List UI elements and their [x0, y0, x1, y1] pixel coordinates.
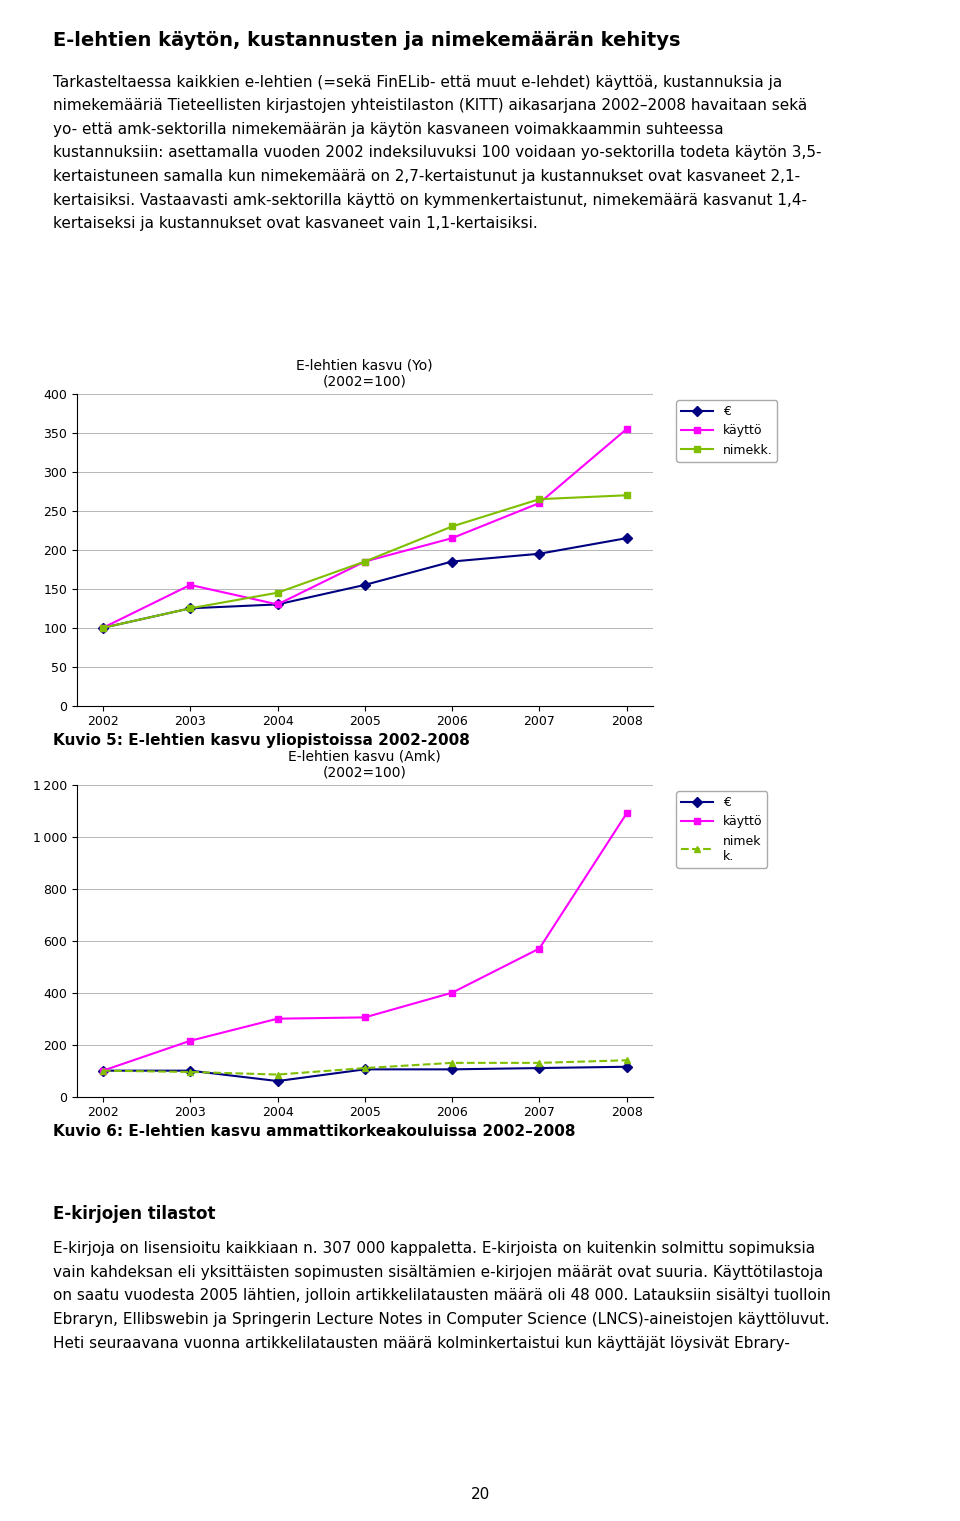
€ [272, 595, 283, 613]
Legend: €, käyttö, nimek
k.: €, käyttö, nimek k. [677, 791, 767, 867]
käyttö [621, 420, 633, 438]
Text: Kuvio 6: E-lehtien kasvu ammattikorkeakouluissa 2002–2008: Kuvio 6: E-lehtien kasvu ammattikorkeako… [53, 1124, 575, 1139]
€ [184, 599, 196, 618]
€ [359, 1060, 371, 1078]
nimekk. [446, 517, 458, 535]
nimek
k. [359, 1059, 371, 1077]
Text: E-kirjoja on lisensioitu kaikkiaan n. 307 000 kappaletta. E-kirjoista on kuitenk: E-kirjoja on lisensioitu kaikkiaan n. 30… [53, 1241, 830, 1351]
nimekk. [97, 619, 108, 637]
Line: käyttö: käyttö [100, 811, 630, 1074]
nimek
k. [446, 1054, 458, 1072]
käyttö [534, 494, 545, 513]
nimek
k. [272, 1065, 283, 1083]
€ [534, 1059, 545, 1077]
Line: nimek
k.: nimek k. [100, 1057, 630, 1078]
€ [272, 1072, 283, 1091]
€ [446, 1060, 458, 1078]
Title: E-lehtien kasvu (Amk)
(2002=100): E-lehtien kasvu (Amk) (2002=100) [288, 750, 442, 779]
Line: käyttö: käyttö [100, 426, 630, 631]
nimekk. [184, 599, 196, 618]
Text: E-lehtien käytön, kustannusten ja nimekemäärän kehitys: E-lehtien käytön, kustannusten ja nimeke… [53, 30, 681, 50]
Text: Tarkasteltaessa kaikkien e-lehtien (=sekä FinELib- että muut e-lehdet) käyttöä, : Tarkasteltaessa kaikkien e-lehtien (=sek… [53, 75, 822, 231]
käyttö [359, 1008, 371, 1027]
käyttö [359, 552, 371, 570]
nimek
k. [97, 1062, 108, 1080]
käyttö [184, 1031, 196, 1049]
Text: E-kirjojen tilastot: E-kirjojen tilastot [53, 1205, 215, 1223]
€ [184, 1062, 196, 1080]
€ [621, 1057, 633, 1075]
nimek
k. [621, 1051, 633, 1069]
Line: €: € [100, 535, 630, 631]
nimek
k. [184, 1063, 196, 1081]
käyttö [621, 805, 633, 823]
€ [97, 1062, 108, 1080]
€ [534, 545, 545, 563]
Text: 20: 20 [470, 1488, 490, 1501]
Legend: €, käyttö, nimekk.: €, käyttö, nimekk. [677, 400, 778, 462]
käyttö [272, 1010, 283, 1028]
käyttö [534, 940, 545, 958]
käyttö [446, 984, 458, 1002]
käyttö [97, 1062, 108, 1080]
käyttö [272, 595, 283, 613]
Line: €: € [100, 1063, 630, 1084]
Line: nimekk.: nimekk. [100, 491, 630, 631]
nimekk. [621, 487, 633, 505]
käyttö [446, 529, 458, 548]
€ [359, 576, 371, 595]
€ [446, 552, 458, 570]
nimekk. [272, 584, 283, 602]
käyttö [97, 619, 108, 637]
käyttö [184, 576, 196, 595]
€ [97, 619, 108, 637]
nimekk. [359, 552, 371, 570]
€ [621, 529, 633, 548]
Title: E-lehtien kasvu (Yo)
(2002=100): E-lehtien kasvu (Yo) (2002=100) [297, 359, 433, 388]
nimek
k. [534, 1054, 545, 1072]
Text: Kuvio 5: E-lehtien kasvu yliopistoissa 2002-2008: Kuvio 5: E-lehtien kasvu yliopistoissa 2… [53, 733, 469, 748]
nimekk. [534, 490, 545, 508]
